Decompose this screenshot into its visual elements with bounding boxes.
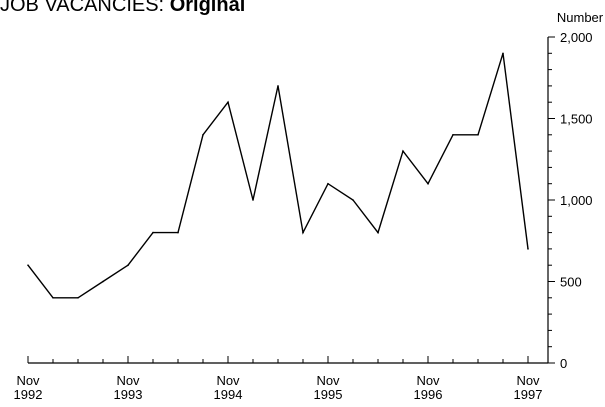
data-point bbox=[152, 231, 154, 234]
y-tick-label: 2,000 bbox=[560, 30, 593, 45]
y-tick-label: 0 bbox=[560, 356, 567, 371]
x-tick-label: Nov 1996 bbox=[414, 373, 443, 402]
data-point bbox=[427, 182, 429, 185]
chart-title-prefix: JOB VACANCIES: bbox=[0, 0, 165, 16]
data-point bbox=[302, 231, 304, 234]
x-tick-label-month: Nov bbox=[516, 373, 540, 388]
x-tick-label-month: Nov bbox=[216, 373, 240, 388]
data-point bbox=[277, 85, 279, 87]
x-tick-label: Nov 1992 bbox=[14, 373, 43, 402]
x-tick-label-year: 1995 bbox=[314, 387, 343, 402]
data-point bbox=[252, 199, 254, 201]
x-tick-label-year: 1994 bbox=[214, 387, 243, 402]
x-tick-label: Nov 1994 bbox=[214, 373, 243, 402]
data-point bbox=[352, 199, 354, 201]
data-point bbox=[127, 264, 129, 267]
data-point bbox=[452, 134, 454, 136]
data-point bbox=[477, 134, 479, 136]
data-point bbox=[102, 280, 104, 283]
y-tick-label: 500 bbox=[560, 275, 582, 290]
chart-title-bold: Original bbox=[169, 0, 246, 16]
x-tick-label: Nov 1995 bbox=[314, 373, 343, 402]
y-tick-label: 1,500 bbox=[560, 112, 593, 127]
data-point bbox=[227, 101, 229, 103]
data-point bbox=[52, 297, 54, 299]
data-point bbox=[527, 248, 529, 250]
x-tick-label-month: Nov bbox=[316, 373, 340, 388]
x-tick-label-month: Nov bbox=[16, 373, 40, 388]
x-tick-label-year: 1993 bbox=[114, 387, 143, 402]
chart-title: JOB VACANCIES: Original bbox=[0, 0, 245, 17]
y-axis-label: Number bbox=[557, 10, 604, 25]
data-point bbox=[402, 150, 404, 152]
x-tick-label-month: Nov bbox=[116, 373, 140, 388]
data-point bbox=[177, 231, 179, 234]
x-tick-label-month: Nov bbox=[416, 373, 440, 388]
series-layer bbox=[27, 52, 529, 299]
chart-axes: Number bbox=[28, 10, 604, 364]
y-tick-label: 1,000 bbox=[560, 193, 593, 208]
data-point bbox=[202, 134, 204, 136]
x-tick-label-year: 1996 bbox=[414, 387, 443, 402]
data-point bbox=[27, 264, 29, 267]
x-tick-label: Nov 1997 bbox=[514, 373, 543, 402]
x-tick-label: Nov 1993 bbox=[114, 373, 143, 402]
x-tick-label-year: 1997 bbox=[514, 387, 543, 402]
data-point bbox=[327, 182, 329, 185]
data-point bbox=[502, 52, 504, 55]
x-tick-label-year: 1992 bbox=[14, 387, 43, 402]
series-line bbox=[27, 53, 529, 299]
data-point bbox=[377, 231, 379, 234]
y-axis-ticks: 0 500 1,000 1,500 2,000 bbox=[548, 30, 593, 371]
data-point bbox=[77, 297, 79, 299]
